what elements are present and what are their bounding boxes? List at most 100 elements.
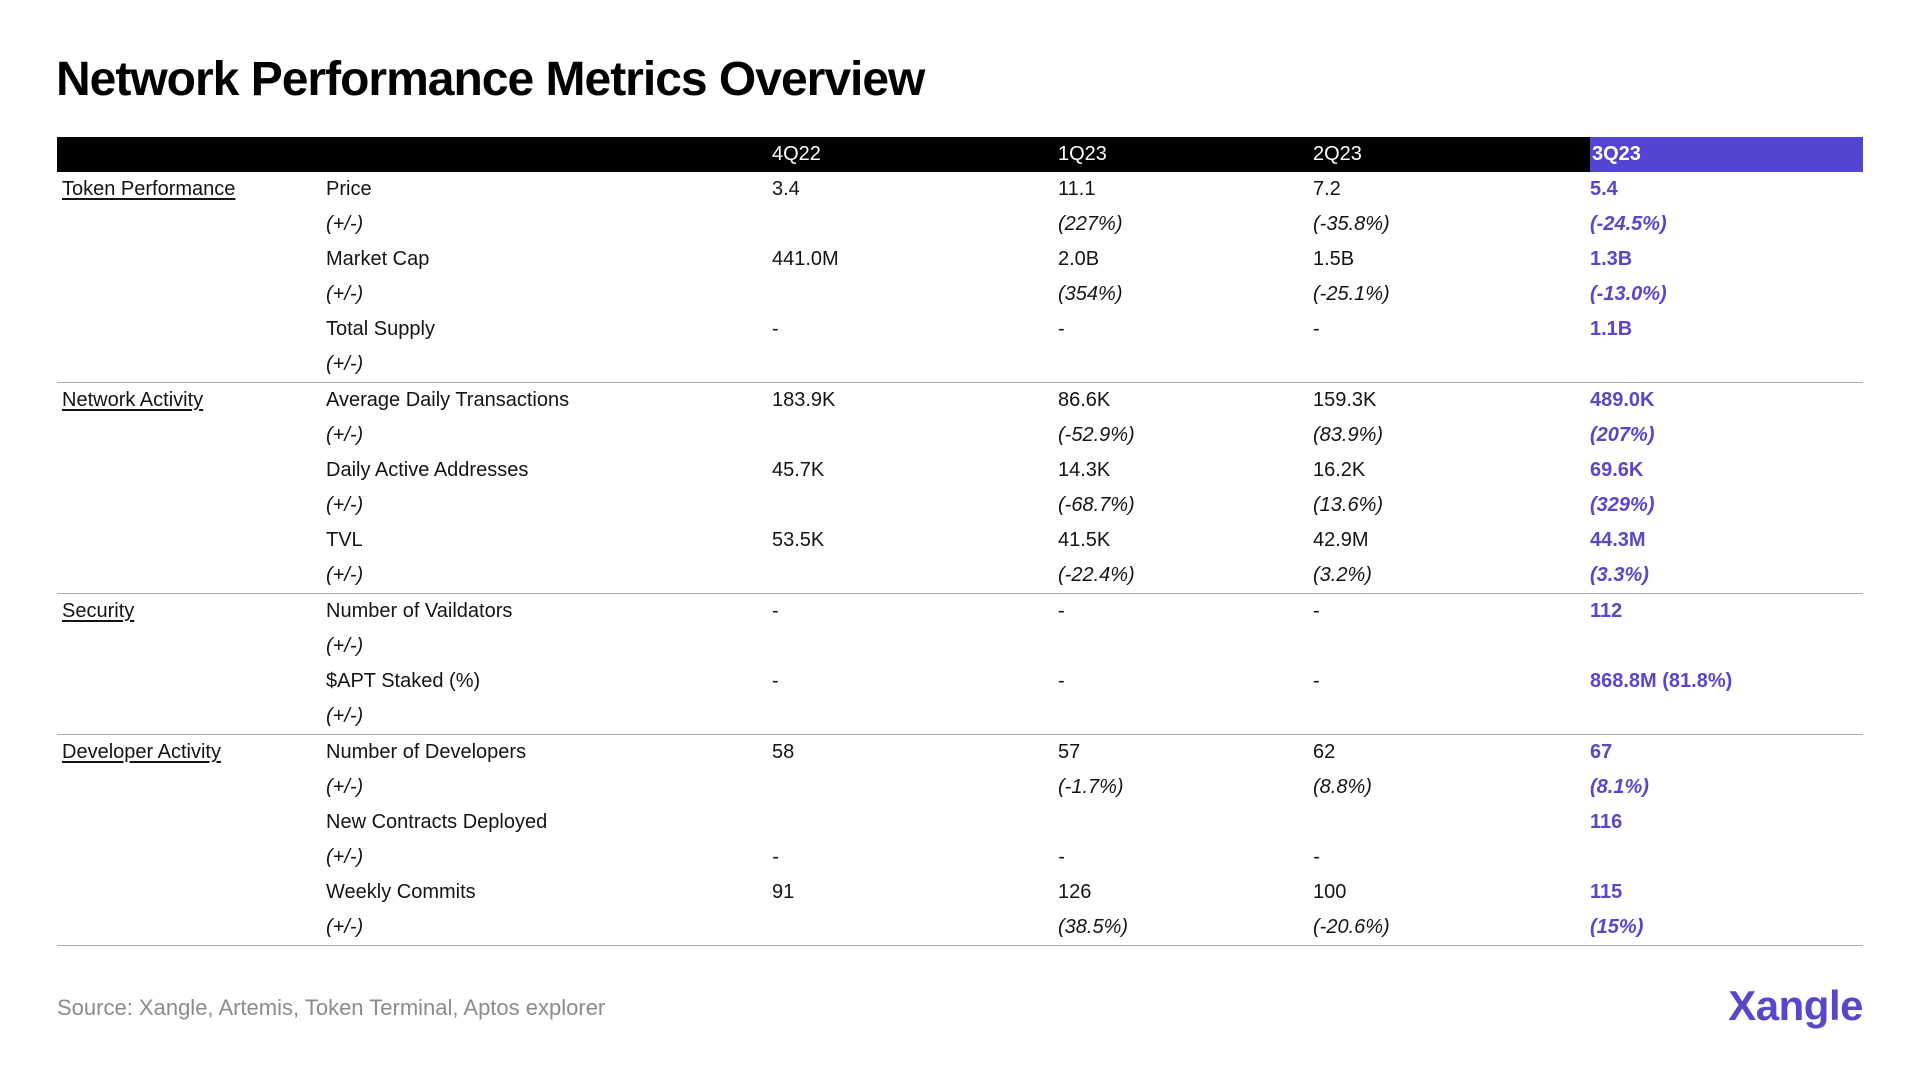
delta-cell: (227%) [1058,213,1123,235]
value-cell: 45.7K [772,459,825,481]
value-cell: - [1058,318,1065,340]
delta-cell: (13.6%) [1313,494,1384,516]
plus-minus-label: (+/-) [326,213,364,235]
value-cell: 5.4 [1590,178,1618,200]
metric-label: Number of Vaildators [326,600,513,622]
value-cell: 16.2K [1313,459,1366,481]
delta-cell: - [1058,846,1065,868]
metric-label: $APT Staked (%) [326,670,481,692]
value-cell: 42.9M [1313,529,1369,551]
value-cell [1313,805,1590,840]
table-row: (+/-) - - - [57,840,1863,875]
quarter-header: 3Q23 [1590,137,1863,172]
delta-cell: (3.2%) [1313,564,1372,586]
table-section: Network Activity Average Daily Transactio… [57,382,1863,593]
delta-cell: (329%) [1590,494,1655,516]
table-row: (+/-) (354%) (-25.1%) (-13.0%) [57,277,1863,312]
value-cell: 116 [1590,811,1623,833]
value-cell: 112 [1590,600,1623,622]
value-cell: 183.9K [772,389,836,411]
value-cell: - [772,600,779,622]
value-cell: - [772,318,779,340]
value-cell: 1.1B [1590,318,1633,340]
value-cell: - [1313,670,1320,692]
delta-cell [772,699,1058,734]
metric-label: Total Supply [326,318,435,340]
metrics-table: 4Q22 1Q23 2Q23 3Q23 Token Performance Price 3.… [57,137,1863,946]
value-cell: 58 [772,741,795,763]
metric-label: New Contracts Deployed [326,811,548,833]
plus-minus-label: (+/-) [326,353,364,375]
value-cell: 86.6K [1058,389,1111,411]
category-label: Security [62,600,135,622]
category-spacer [57,347,326,382]
value-cell: 67 [1590,741,1613,763]
plus-minus-label: (+/-) [326,494,364,516]
category-cell [57,242,326,277]
value-cell: 41.5K [1058,529,1111,551]
delta-cell: (15%) [1590,916,1644,938]
table-row: Daily Active Addresses 45.7K 14.3K 16.2K 69.… [57,453,1863,488]
xangle-logo: Xangle [1728,982,1863,1029]
category-cell [57,312,326,347]
category-spacer [57,629,326,664]
table-row: Security Number of Vaildators - - - 112 [57,594,1863,629]
value-cell: 53.5K [772,529,825,551]
category-spacer [57,699,326,734]
value-cell: 14.3K [1058,459,1111,481]
table-row: (+/-) [57,699,1863,734]
delta-cell [772,910,1058,945]
delta-cell [772,207,1058,242]
quarter-header: 1Q23 [1058,143,1107,165]
plus-minus-label: (+/-) [326,846,364,868]
delta-cell [1590,347,1863,382]
quarter-header: 2Q23 [1313,143,1362,165]
table-row: Network Activity Average Daily Transactio… [57,383,1863,418]
delta-cell [1313,347,1590,382]
value-cell: 2.0B [1058,248,1100,270]
value-cell: - [1313,318,1320,340]
category-spacer [57,488,326,523]
table-row: TVL 53.5K 41.5K 42.9M 44.3M [57,523,1863,558]
metric-label: TVL [326,529,363,551]
value-cell: 69.6K [1590,459,1644,481]
metric-label: Daily Active Addresses [326,459,529,481]
category-spacer [57,558,326,593]
metric-label: Weekly Commits [326,881,476,903]
table-row: (+/-) (-1.7%) (8.8%) (8.1%) [57,770,1863,805]
value-cell: - [1313,600,1320,622]
value-cell: 44.3M [1590,529,1646,551]
delta-cell [772,488,1058,523]
table-row: Weekly Commits 91 126 100 115 [57,875,1863,910]
delta-cell [1058,699,1313,734]
delta-cell [772,558,1058,593]
table-row: (+/-) [57,347,1863,382]
metric-label: Market Cap [326,248,430,270]
table-row: Market Cap 441.0M 2.0B 1.5B 1.3B [57,242,1863,277]
table-section: Token Performance Price 3.4 11.1 7.2 5.4 (+/-)… [57,172,1863,382]
value-cell: 57 [1058,741,1081,763]
delta-cell [1590,699,1863,734]
category-spacer [57,910,326,945]
header-spacer-category [57,137,326,172]
table-row: Developer Activity Number of Developers 58… [57,735,1863,770]
value-cell: - [1058,670,1065,692]
delta-cell [1590,629,1863,664]
plus-minus-label: (+/-) [326,916,364,938]
table-section: Developer Activity Number of Developers 58… [57,734,1863,946]
value-cell: 868.8M (81.8%) [1590,670,1733,692]
category-cell [57,875,326,910]
category-label: Token Performance [62,178,236,200]
value-cell: 62 [1313,741,1336,763]
category-cell [57,805,326,840]
category-cell [57,664,326,699]
delta-cell [772,770,1058,805]
metric-label: Price [326,178,372,200]
delta-cell: (-68.7%) [1058,494,1135,516]
plus-minus-label: (+/-) [326,564,364,586]
table-row: New Contracts Deployed 116 [57,805,1863,840]
delta-cell: (3.3%) [1590,564,1649,586]
delta-cell: (38.5%) [1058,916,1129,938]
table-row: Total Supply - - - 1.1B [57,312,1863,347]
plus-minus-label: (+/-) [326,424,364,446]
